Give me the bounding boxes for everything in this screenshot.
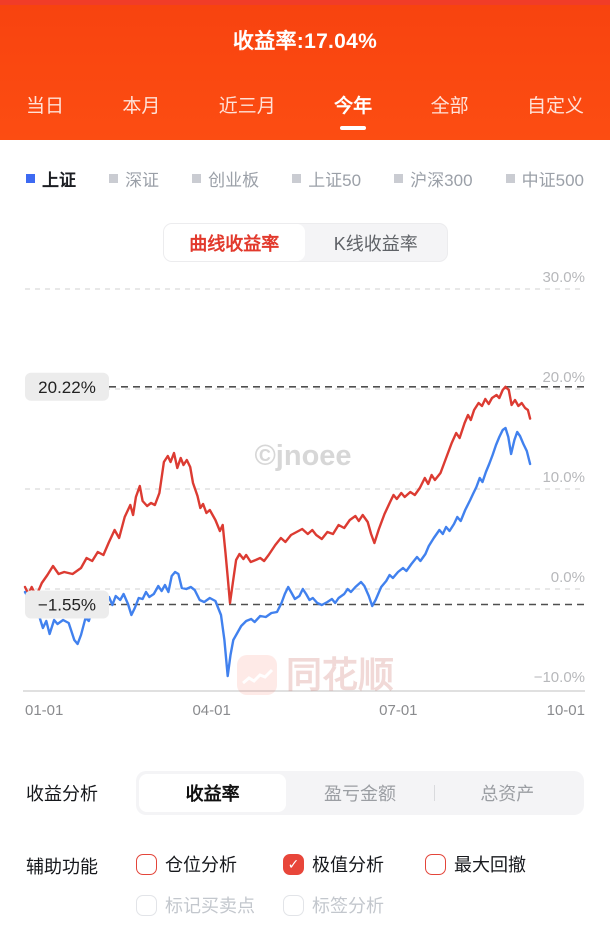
svg-text:10.0%: 10.0%: [542, 469, 585, 486]
svg-text:20.0%: 20.0%: [542, 369, 585, 386]
checkbox-extreme-analysis[interactable]: ✓ 极值分析: [283, 851, 425, 877]
legend-item-sse[interactable]: 上证: [26, 166, 76, 191]
status-strip: [0, 0, 610, 5]
legend-label: 创业板: [208, 170, 260, 190]
legend-label: 上证: [42, 170, 76, 190]
checkbox-label: 极值分析: [312, 855, 384, 875]
extreme-label-pill: [25, 590, 109, 619]
tab-custom[interactable]: 自定义: [526, 96, 584, 117]
svg-text:30.0%: 30.0%: [542, 269, 585, 286]
legend-label: 深证: [125, 170, 160, 190]
tab-last-3-months[interactable]: 近三月: [218, 96, 276, 117]
szse-swatch-icon: [109, 173, 119, 183]
aux-section-label: 辅助功能: [26, 857, 98, 877]
csi500-swatch-icon: [505, 173, 515, 183]
ths-watermark: 同花顺: [286, 654, 394, 695]
svg-text:01-01: 01-01: [25, 702, 63, 719]
period-tabs: 当日 本月 近三月 今年 全部 自定义: [0, 91, 610, 130]
ths-logo-icon: [237, 655, 277, 695]
aux-checkbox-grid: 仓位分析 ✓ 极值分析 最大回撤 标记买卖点 标签分析: [136, 851, 526, 918]
series-上证: [23, 426, 532, 678]
checkbox-label: 最大回撤: [454, 855, 526, 875]
tab-today[interactable]: 当日: [26, 96, 65, 117]
page-title: 收益率:17.04%: [232, 30, 378, 53]
svg-text:10-01: 10-01: [547, 702, 585, 719]
sse-swatch-icon: [26, 173, 35, 183]
legend-item-sse50[interactable]: 上证50: [292, 166, 361, 191]
tab-this-year[interactable]: 今年: [334, 91, 372, 130]
svg-text:20.22%: 20.22%: [38, 378, 96, 397]
checkbox-label: 标记买卖点: [165, 896, 255, 916]
checkbox-mark-trades[interactable]: 标记买卖点: [136, 892, 283, 918]
tab-all[interactable]: 全部: [430, 96, 469, 117]
svg-text:07-01: 07-01: [379, 702, 417, 719]
checkbox-position-analysis[interactable]: 仓位分析: [136, 851, 283, 877]
toggle-curve-return[interactable]: 曲线收益率: [163, 224, 305, 261]
analysis-section-label: 收益分析: [26, 784, 98, 804]
seg-profit-amount[interactable]: 盈亏金额: [323, 784, 396, 804]
checkbox-disabled-icon: [136, 894, 157, 916]
chart-type-toggle: 曲线收益率 K线收益率: [162, 223, 448, 262]
legend-item-csi300[interactable]: 沪深300: [394, 166, 473, 191]
toggle-kline-return[interactable]: K线收益率: [333, 233, 418, 254]
legend-item-szse[interactable]: 深证: [109, 166, 159, 191]
svg-text:04-01: 04-01: [192, 702, 230, 719]
series-收益率: [23, 385, 532, 605]
analysis-metric-toggle: 收益率 盈亏金额 总资产: [136, 771, 584, 815]
analysis-row: 收益分析 收益率 盈亏金额 总资产: [0, 771, 610, 815]
index-legend: 上证 深证 创业板 上证50 沪深300 中证500: [0, 166, 610, 190]
svg-text:−10.0%: −10.0%: [534, 669, 585, 686]
checkbox-label: 标签分析: [312, 896, 384, 916]
seg-return-rate[interactable]: 收益率: [139, 774, 287, 812]
seg-total-assets[interactable]: 总资产: [433, 774, 581, 812]
aux-functions-row: 辅助功能 仓位分析 ✓ 极值分析 最大回撤 标记买卖点 标签分析: [0, 851, 610, 918]
extreme-label-pill: [25, 372, 109, 401]
svg-text:−1.55%: −1.55%: [38, 596, 96, 615]
checkbox-disabled-icon: [283, 894, 304, 916]
checkbox-tag-analysis[interactable]: 标签分析: [283, 892, 425, 918]
chinext-swatch-icon: [192, 173, 202, 183]
header: 收益率:17.04% 当日 本月 近三月 今年 全部 自定义: [0, 5, 610, 140]
checkbox-label: 仓位分析: [165, 855, 237, 875]
legend-label: 中证500: [521, 170, 584, 190]
legend-item-csi500[interactable]: 中证500: [505, 166, 584, 191]
checkbox-unchecked-icon: [425, 853, 446, 875]
checkbox-max-drawdown[interactable]: 最大回撤: [425, 851, 526, 877]
legend-label: 沪深300: [410, 170, 473, 190]
returns-line-chart[interactable]: 30.0% 20.0% 10.0% 0.0% −10.0% 01-01 04-01 07-01…: [0, 263, 610, 723]
svg-text:0.0%: 0.0%: [551, 569, 585, 586]
checkbox-unchecked-icon: [136, 853, 157, 875]
tab-this-month[interactable]: 本月: [122, 96, 161, 117]
legend-item-chinext[interactable]: 创业板: [192, 166, 259, 191]
csi300-swatch-icon: [394, 173, 404, 183]
checkbox-checked-icon: ✓: [283, 853, 304, 875]
sse50-swatch-icon: [292, 173, 302, 183]
jnoee-watermark: ©jnoee: [254, 440, 351, 472]
legend-label: 上证50: [308, 170, 362, 190]
chart-area: 30.0% 20.0% 10.0% 0.0% −10.0% 01-01 04-01 07-01…: [0, 263, 610, 728]
